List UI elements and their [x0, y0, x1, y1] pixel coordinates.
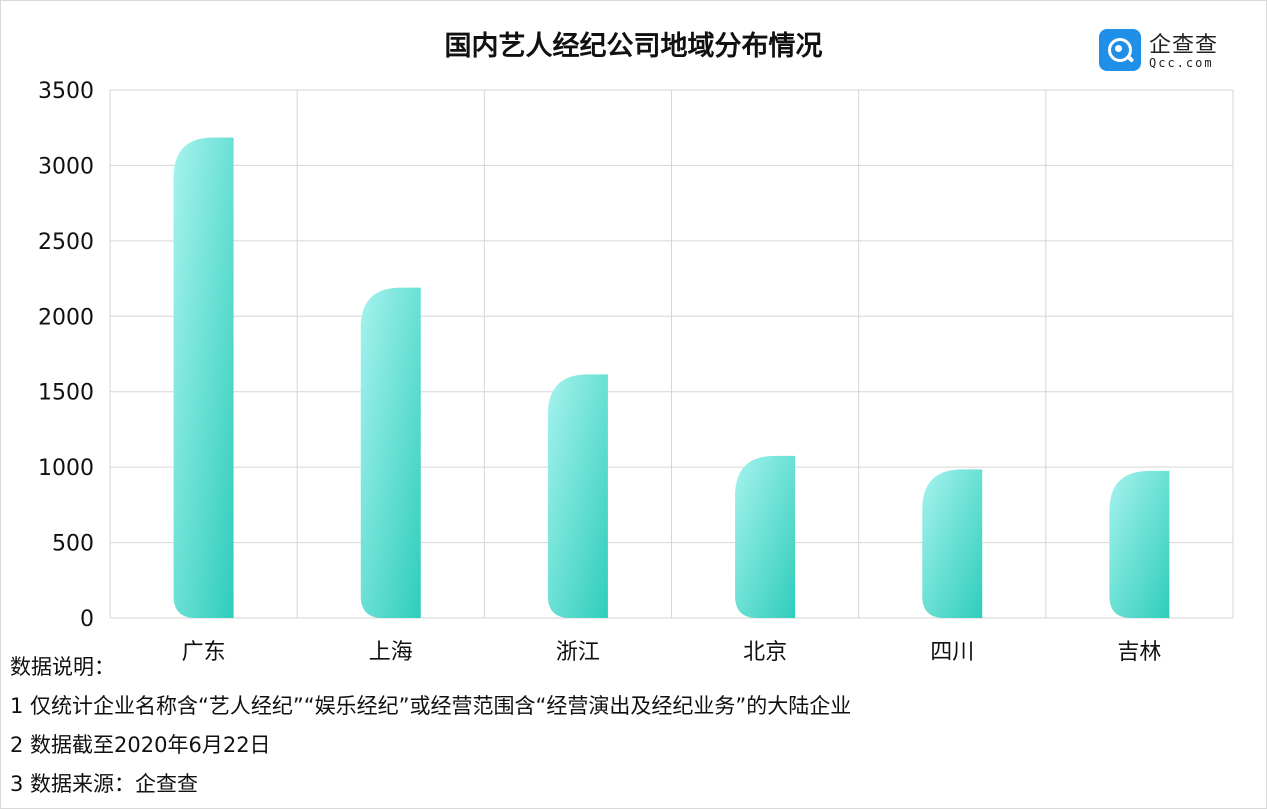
y-tick-label: 1000 — [38, 456, 94, 481]
notes-line-3: 3 数据来源：企查查 — [10, 772, 199, 796]
bar-上海 — [360, 287, 421, 618]
data-notes: 数据说明： 1 仅统计企业名称含“艺人经纪”“娱乐经纪”或经营范围含“经营演出及… — [10, 648, 851, 804]
y-tick-label: 2500 — [38, 230, 94, 255]
bar-广东 — [173, 137, 234, 618]
y-tick-label: 0 — [80, 607, 94, 632]
notes-heading: 数据说明： — [10, 655, 115, 679]
x-tick-label: 吉林 — [1117, 640, 1161, 665]
y-tick-label: 3000 — [38, 154, 94, 179]
bar-北京 — [735, 455, 796, 618]
brand-logo: 企查查 Qcc.com — [1099, 29, 1239, 73]
search-magnifier-icon — [1099, 29, 1141, 71]
logo-name: 企查查 — [1149, 33, 1219, 58]
y-tick-label: 500 — [52, 532, 94, 557]
notes-line-2: 2 数据截至2020年6月22日 — [10, 733, 271, 757]
bar-浙江 — [547, 374, 608, 618]
chart-title: 国内艺人经纪公司地域分布情况 — [444, 31, 823, 62]
bar-吉林 — [1109, 470, 1170, 618]
y-tick-label: 3500 — [38, 79, 94, 104]
notes-line-1: 1 仅统计企业名称含“艺人经纪”“娱乐经纪”或经营范围含“经营演出及经纪业务”的… — [10, 694, 852, 718]
y-tick-label: 2000 — [38, 305, 94, 330]
x-tick-label: 北京 — [743, 640, 787, 665]
x-tick-label: 上海 — [369, 640, 413, 665]
logo-domain: Qcc.com — [1149, 56, 1214, 70]
y-tick-label: 1500 — [38, 381, 94, 406]
x-tick-label: 四川 — [930, 640, 974, 665]
bar-四川 — [922, 469, 983, 618]
x-tick-label: 浙江 — [556, 640, 600, 665]
x-tick-label: 广东 — [182, 640, 226, 665]
